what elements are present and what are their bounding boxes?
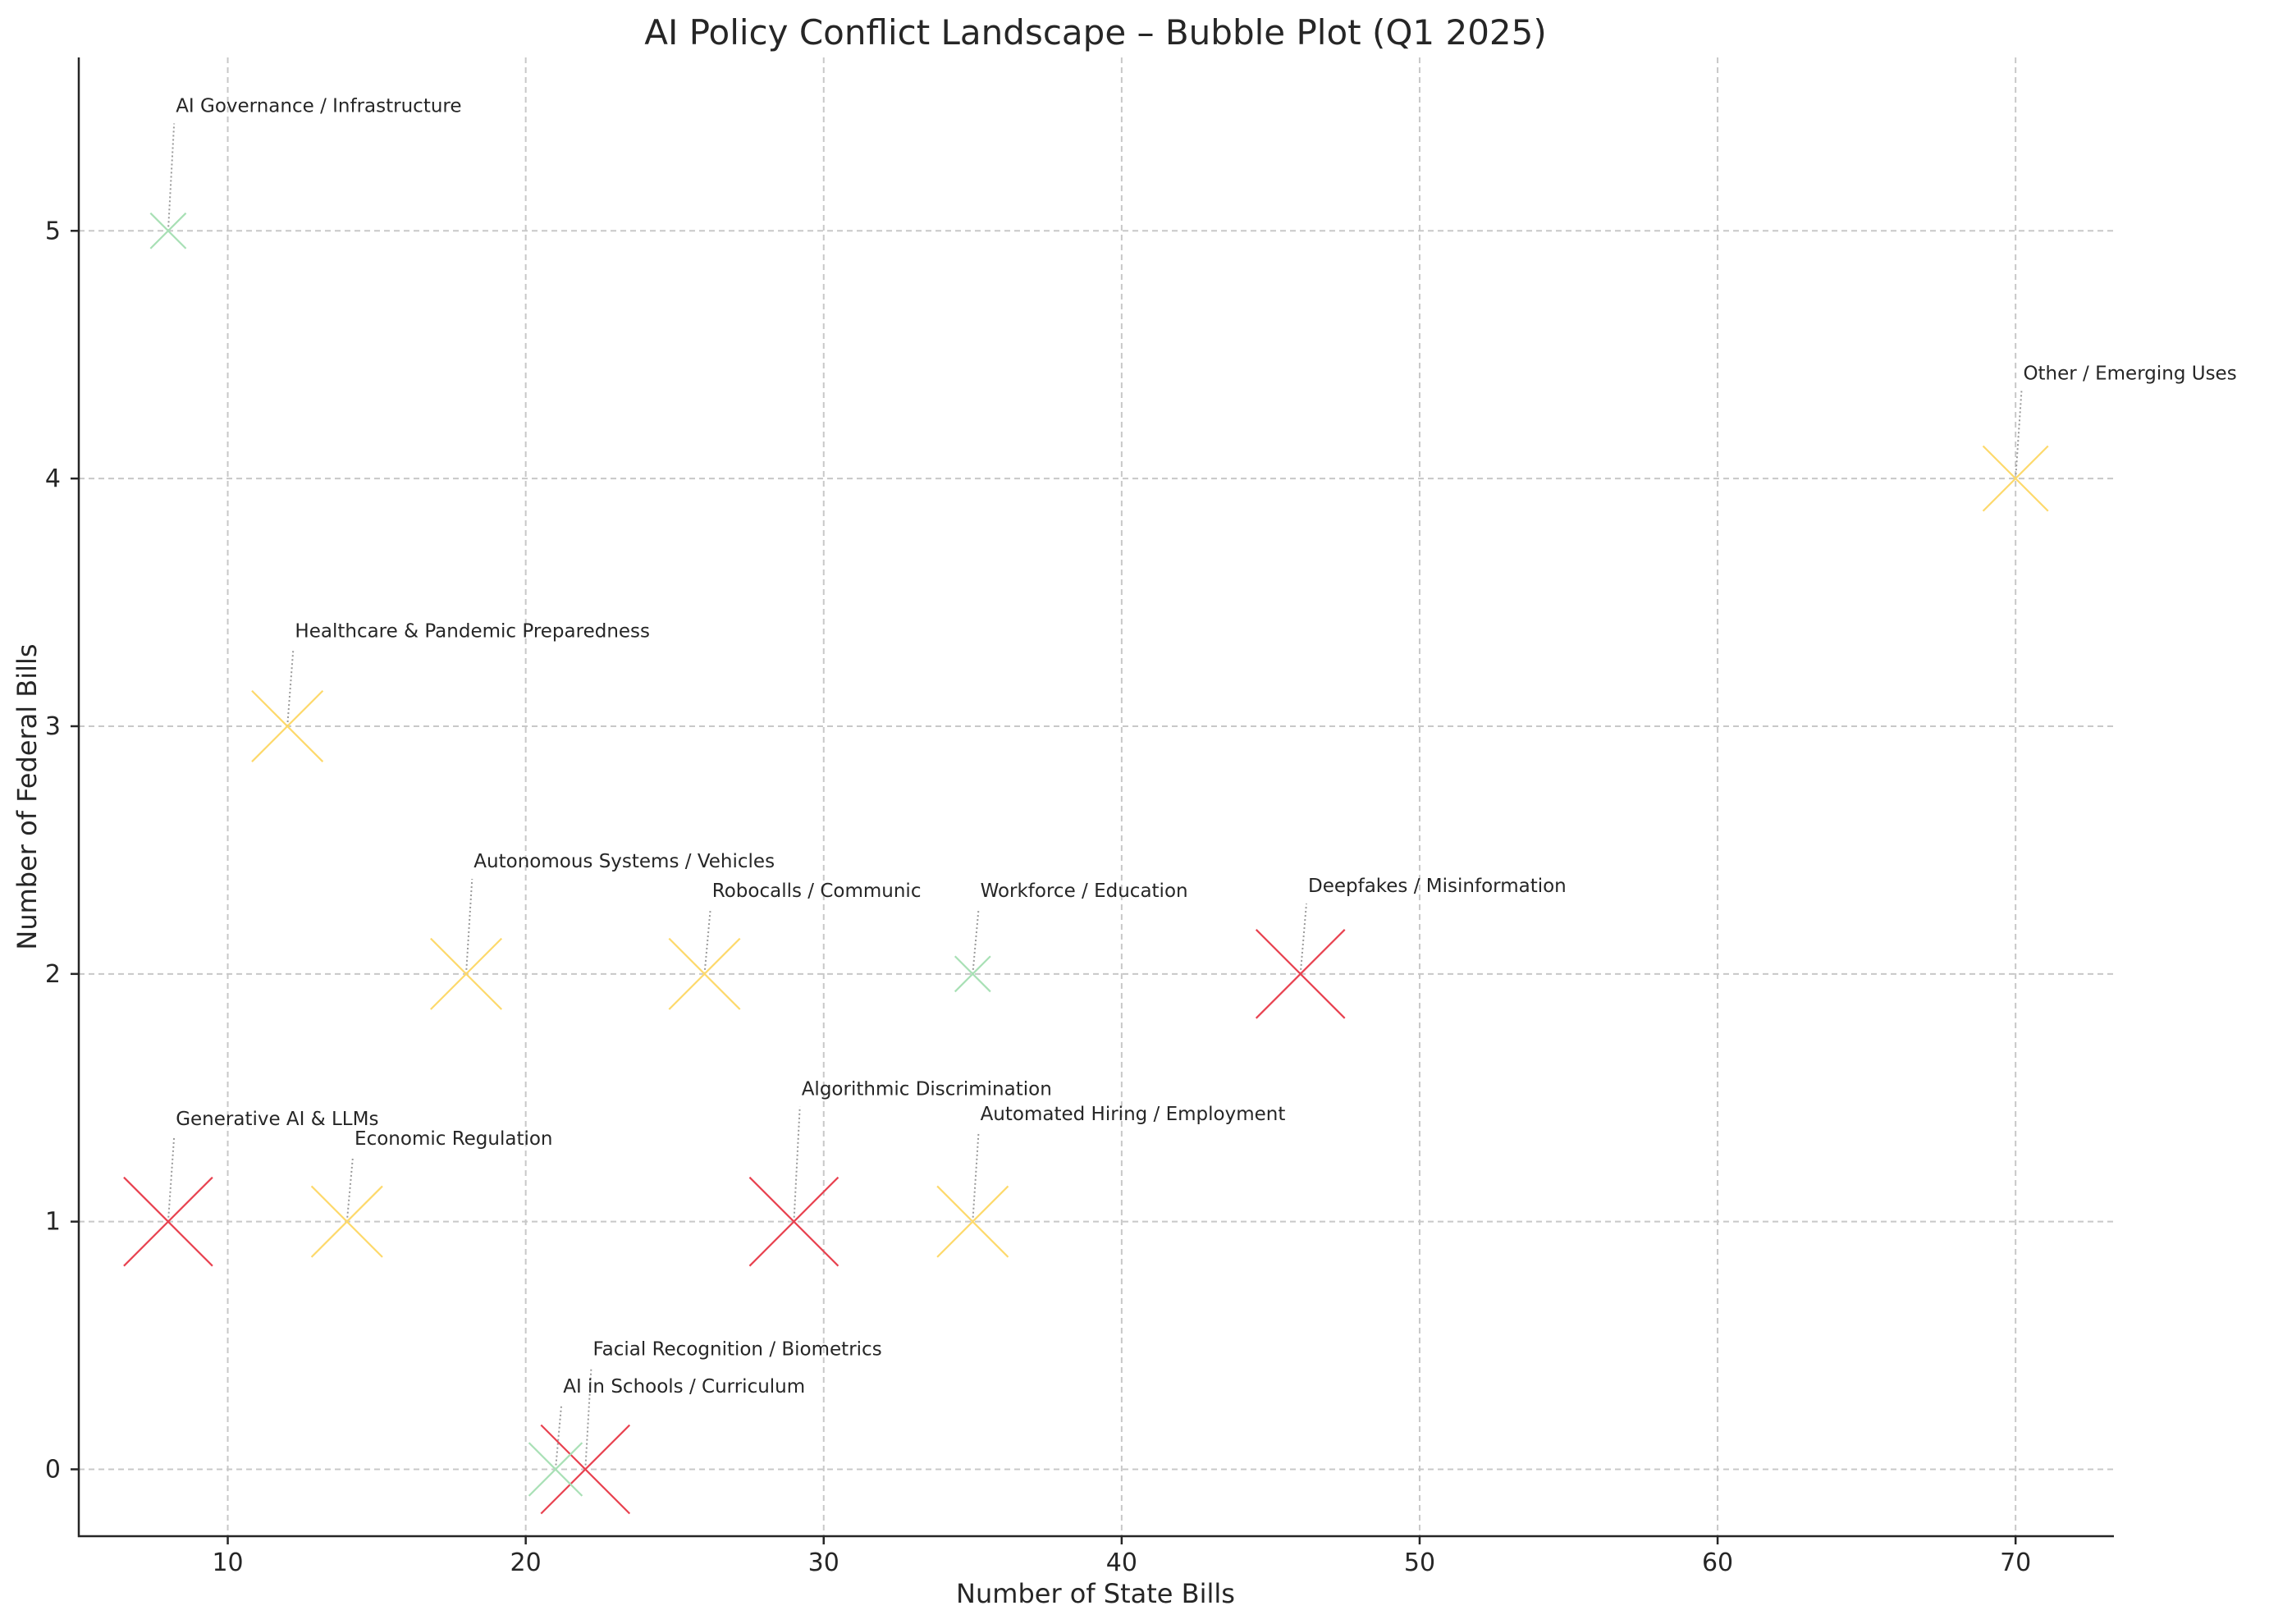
annotation-leader-line [972,908,980,974]
data-point-marker [310,1185,383,1258]
annotation-leaders [167,123,2023,1470]
annotation-leader-line [793,1106,801,1222]
point-annotation: Other / Emerging Uses [2023,363,2236,384]
data-point-marker [540,1424,631,1515]
y-tick-label: 3 [45,712,61,741]
point-annotation: Robocalls / Communications [712,881,979,902]
x-tick-label: 70 [2000,1549,2031,1577]
y-axis-label: Number of Federal Bills [11,643,43,949]
x-axis-label: Number of State Bills [956,1578,1235,1609]
x-tick-label: 10 [212,1549,243,1577]
data-point-marker [528,1442,583,1497]
annotation-leader-line [465,878,473,974]
annotation-leader-line [972,1131,980,1222]
x-tick-label: 60 [1702,1549,1733,1577]
data-markers [123,212,2049,1515]
point-annotation: AI in Schools / Curriculum [563,1376,805,1398]
axis-spines [77,57,2114,1538]
data-point-marker [668,937,741,1010]
point-annotation: Automated Hiring / Employment [981,1104,1286,1125]
point-annotation: Facial Recognition / Biometrics [593,1339,882,1361]
data-point-marker [954,955,991,993]
annotation-leader-line [167,123,176,231]
y-tick-label: 0 [45,1456,61,1484]
data-point-marker [1255,929,1346,1019]
y-tick-label: 5 [45,217,61,245]
x-tick-label: 20 [510,1549,542,1577]
point-annotation: Economic Regulation [355,1128,552,1150]
x-tick-label: 40 [1106,1549,1137,1577]
annotation-leader-line [584,1366,592,1470]
point-annotation: Autonomous Systems / Vehicles [473,851,775,872]
annotation-leader-line [1299,903,1307,974]
annotation-leader-line [554,1403,563,1470]
point-annotation: AI Governance / Infrastructure [176,95,461,117]
point-annotation: Generative AI & LLMs [176,1109,378,1130]
point-annotation: Healthcare & Pandemic Preparedness [295,620,650,642]
point-annotation: Algorithmic Discrimination [802,1079,1052,1100]
annotation-leader-line [167,1136,176,1222]
annotation-leader-line [2015,391,2023,479]
annotation-leader-line [345,1155,355,1222]
data-point-marker [936,1185,1009,1258]
data-point-marker [149,212,187,249]
annotation-leader-line [286,648,295,727]
x-axis-ticks: 10 20 30 40 50 60 70 [212,1536,2031,1577]
chart-title: AI Policy Conflict Landscape – Bubble Pl… [644,12,1547,53]
y-axis-ticks: 0 1 2 3 4 5 [45,217,79,1484]
data-point-marker [251,689,324,762]
x-tick-label: 50 [1404,1549,1435,1577]
point-annotation: Deepfakes / Misinformation [1308,876,1567,897]
data-point-marker [1982,445,2049,512]
grid-lines [79,57,2114,1536]
y-tick-label: 4 [45,464,61,493]
annotations: AI Governance / Infrastructure Other / Em… [176,95,2236,1398]
y-tick-label: 2 [45,960,61,989]
annotation-leader-line [703,908,711,974]
data-point-marker [748,1176,839,1267]
x-tick-label: 30 [808,1549,839,1577]
point-annotation: Workforce / Education [981,881,1188,902]
data-point-marker [123,1176,213,1267]
y-tick-label: 1 [45,1208,61,1237]
data-point-marker [430,937,503,1010]
